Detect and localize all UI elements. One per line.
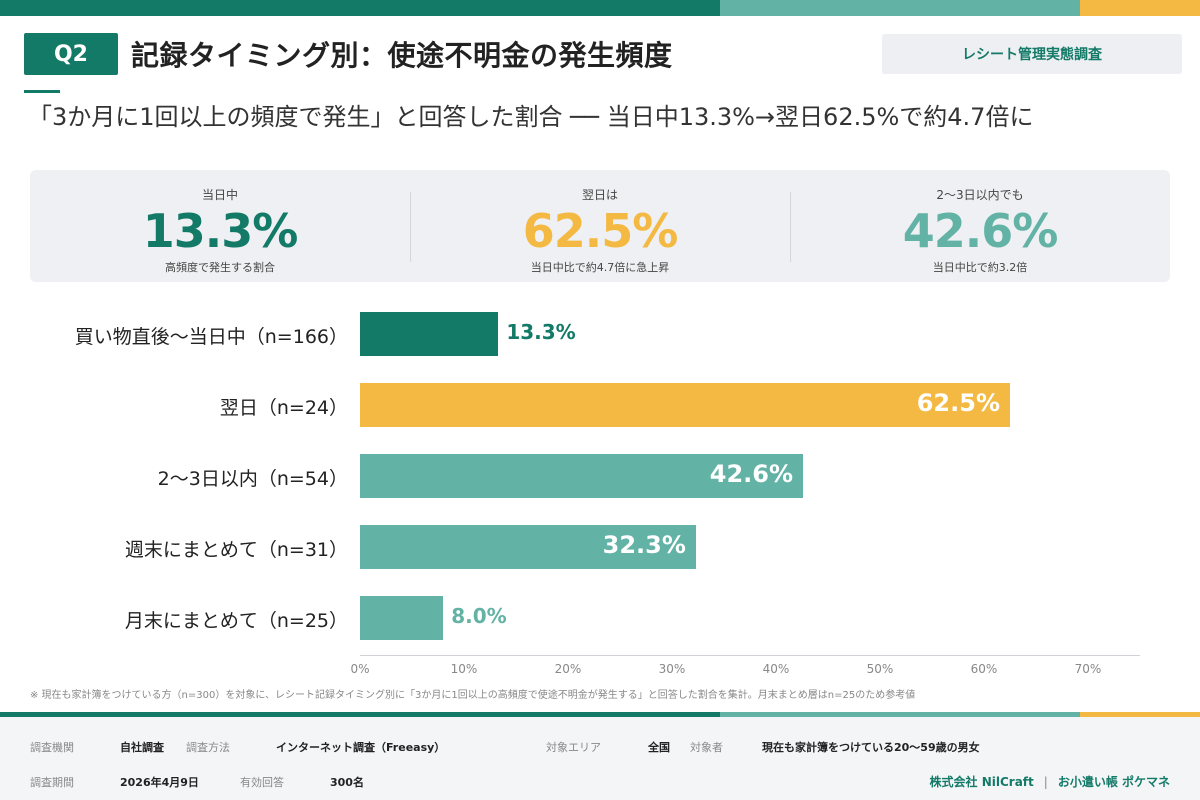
target-value: 現在も家計簿をつけている20〜59歳の男女 — [762, 741, 980, 754]
period-value: 2026年4月9日 — [120, 776, 199, 789]
x-axis-line — [360, 655, 1140, 656]
category-label: 月末にまとめて（n=25） — [124, 610, 348, 632]
x-tick-label: 0% — [350, 662, 370, 676]
area-value: 全国 — [648, 741, 670, 754]
stat-value: 42.6% — [902, 204, 1059, 258]
data-label: 62.5% — [916, 389, 1000, 417]
responses-value: 300名 — [330, 776, 364, 789]
stat-note: 当日中比で約3.2倍 — [932, 261, 1028, 274]
data-label: 32.3% — [602, 531, 686, 559]
target-label: 対象者 — [690, 741, 723, 754]
x-tick-label: 20% — [554, 662, 582, 676]
survey-tag: レシート管理実態調査 — [882, 34, 1182, 74]
stat-note: 高頻度で発生する割合 — [165, 261, 275, 274]
stat-note: 当日中比で約4.7倍に急上昇 — [530, 261, 670, 274]
top-color-bar — [0, 0, 1200, 16]
bottom-color-bar — [0, 712, 1200, 717]
x-tick-label: 60% — [970, 662, 998, 676]
bar — [360, 454, 804, 498]
app-name: お小遣い帳 ポケマネ — [1057, 775, 1170, 789]
category-label: 2〜3日以内（n=54） — [157, 468, 348, 490]
x-tick-label: 40% — [762, 662, 790, 676]
stat-card-next-day: 翌日は 62.5% 当日中比で約4.7倍に急上昇 — [410, 170, 790, 282]
brand-line: 株式会社 NilCraft | お小遣い帳 ポケマネ — [930, 773, 1170, 790]
stats-panel: 当日中 13.3% 高頻度で発生する割合 翌日は 62.5% 当日中比で約4.7… — [30, 170, 1170, 282]
org-value: 自社調査 — [120, 741, 164, 754]
stat-value: 13.3% — [142, 204, 299, 258]
responses-label: 有効回答 — [240, 776, 284, 789]
x-tick-label: 70% — [1074, 662, 1102, 676]
x-tick-label: 10% — [450, 662, 478, 676]
bar — [360, 596, 444, 640]
question-badge: Q2 — [24, 33, 118, 75]
category-label: 買い物直後〜当日中（n=166） — [74, 326, 348, 348]
brand-separator: | — [1043, 775, 1048, 789]
data-label: 8.0% — [451, 604, 507, 628]
badge-underline — [24, 90, 60, 93]
stat-value: 62.5% — [522, 204, 679, 258]
category-label: 週末にまとめて（n=31） — [124, 539, 348, 561]
data-label: 13.3% — [506, 320, 576, 344]
stat-label: 2〜3日以内でも — [936, 188, 1024, 202]
category-label: 翌日（n=24） — [219, 397, 348, 419]
stat-card-same-day: 当日中 13.3% 高頻度で発生する割合 — [30, 170, 410, 282]
stat-label: 翌日は — [581, 188, 618, 202]
stat-label: 当日中 — [201, 188, 238, 202]
page-subtitle: 「3か月に1回以上の頻度で発生」と回答した割合 ── 当日中13.3%→翌日62… — [28, 103, 1034, 131]
page-title: 記録タイミング別：使途不明金の発生頻度 — [131, 39, 673, 72]
bar — [360, 383, 1010, 427]
bar — [360, 525, 696, 569]
company-name: 株式会社 NilCraft — [929, 775, 1034, 789]
area-label: 対象エリア — [546, 741, 601, 754]
method-value: インターネット調査（Freeasy） — [276, 741, 446, 754]
data-label: 42.6% — [709, 460, 794, 488]
x-tick-label: 30% — [658, 662, 686, 676]
period-label: 調査期間 — [30, 776, 74, 789]
stat-card-2-3-days: 2〜3日以内でも 42.6% 当日中比で約3.2倍 — [790, 170, 1170, 282]
bar — [360, 312, 499, 356]
footer: 調査機関 自社調査 調査方法 インターネット調査（Freeasy） 対象エリア … — [0, 717, 1200, 800]
method-label: 調査方法 — [186, 741, 230, 754]
x-tick-label: 50% — [866, 662, 894, 676]
org-label: 調査機関 — [30, 741, 74, 754]
footnote: ※ 現在も家計簿をつけている方（n=300）を対象に、レシート記録タイミング別に… — [30, 690, 916, 701]
